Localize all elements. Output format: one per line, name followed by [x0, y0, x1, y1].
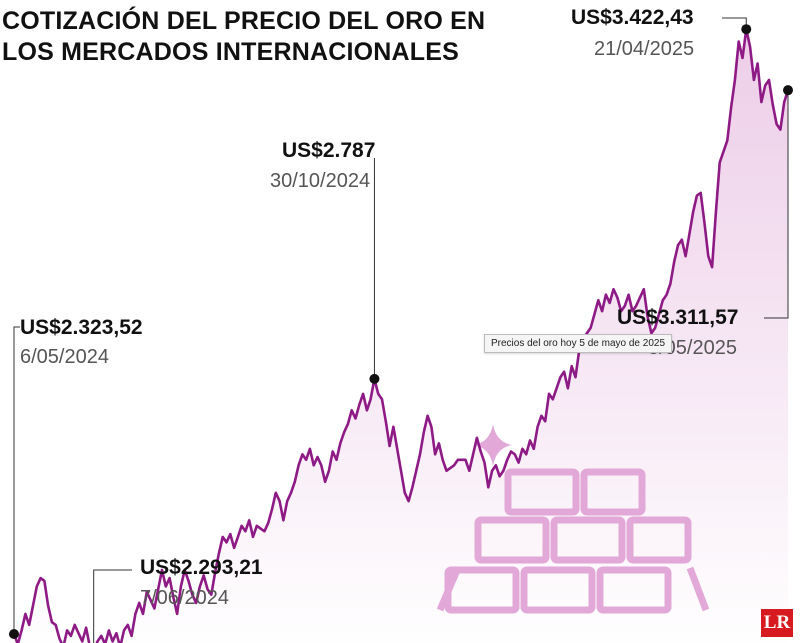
annotation-peak-date: 21/04/2025: [594, 38, 695, 60]
annotation-oct-date: 30/10/2024: [270, 170, 371, 192]
price-area: [14, 29, 788, 643]
lr-logo: LR: [761, 609, 793, 637]
leader-line-start: [13, 326, 20, 634]
annotation-peak-value: US$3.422,43: [571, 6, 694, 29]
leader-line-low: [93, 569, 132, 643]
sparkle-icon: [474, 424, 512, 466]
data-marker-start: [9, 628, 19, 639]
annotation-end-value: US$3.311,57: [617, 306, 739, 329]
annotation-start-value: US$2.323,52: [20, 316, 143, 339]
annotation-low-date: 7/06/2024: [140, 587, 229, 609]
data-marker-peak: [741, 24, 752, 35]
annotation-start-date: 6/05/2024: [20, 346, 109, 368]
leader-line-end: [764, 90, 789, 319]
hover-tooltip: Precios del oro hoy 5 de mayo de 2025: [484, 334, 672, 353]
data-marker-oct: [369, 373, 380, 384]
gold-bars-icon: [436, 468, 710, 614]
chart-title: COTIZACIÓN DEL PRECIO DEL ORO EN LOS MER…: [2, 6, 522, 68]
data-marker-end: [783, 85, 793, 96]
price-line: [12, 27, 790, 643]
chart-title-line-1: COTIZACIÓN DEL PRECIO DEL ORO EN: [2, 7, 486, 35]
annotation-oct-value: US$2.787: [282, 139, 376, 162]
annotation-low-value: US$2.293,21: [140, 556, 263, 579]
chart-title-line-2: LOS MERCADOS INTERNACIONALES: [2, 38, 460, 66]
